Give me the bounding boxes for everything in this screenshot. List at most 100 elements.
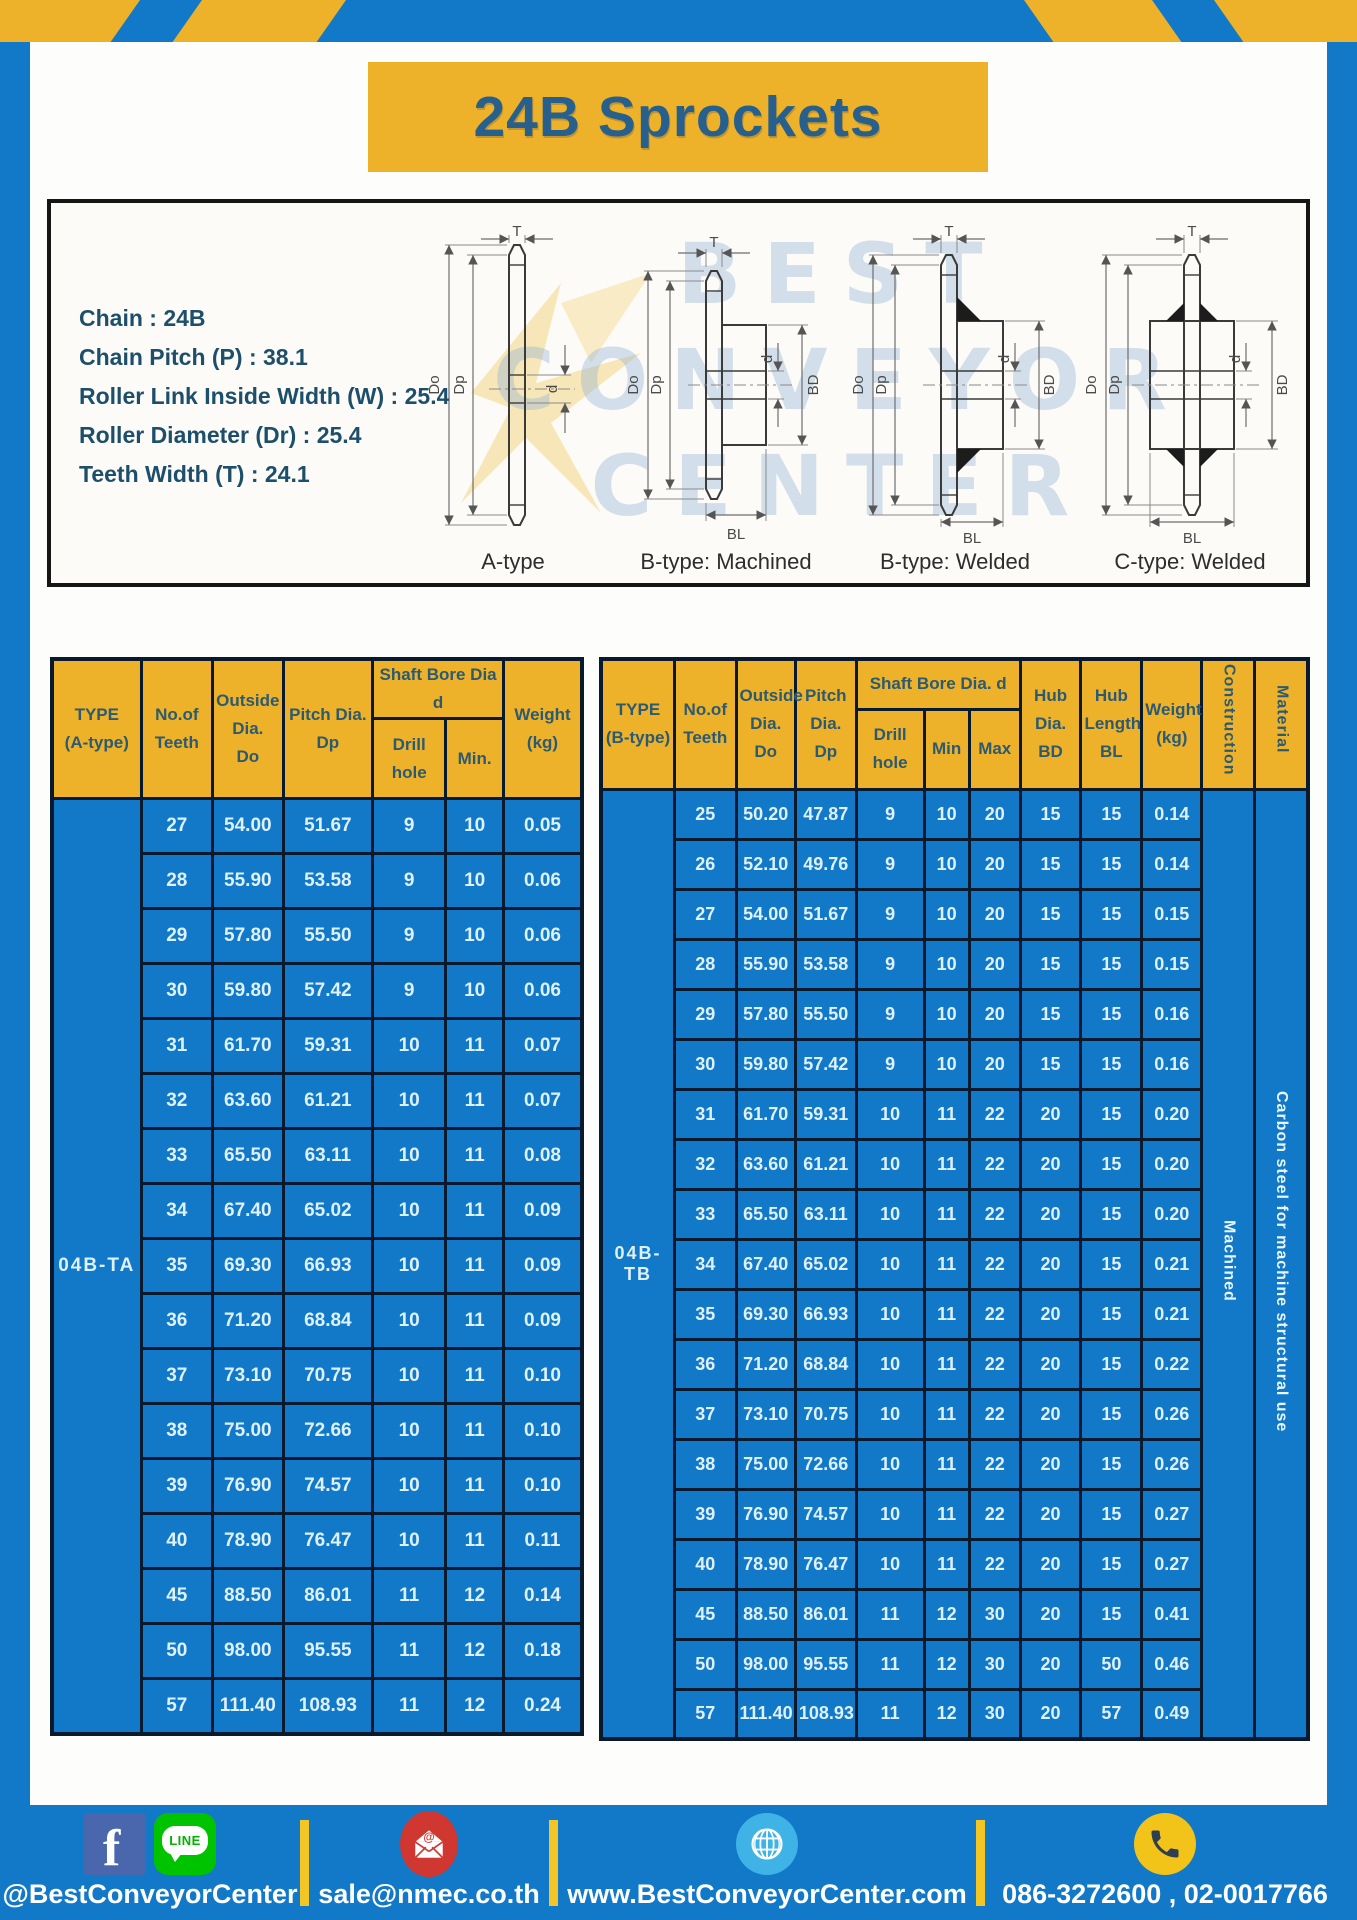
footer-website: www.BestConveyorCenter.com xyxy=(558,1805,976,1920)
dim-label-bd: BD xyxy=(1041,374,1058,395)
dim-label-bl: BL xyxy=(963,530,981,547)
cell: 59.31 xyxy=(793,1087,858,1141)
cell: 32 xyxy=(673,1137,738,1191)
cell: 37 xyxy=(139,1347,215,1406)
cell: 11 xyxy=(444,1402,506,1461)
sprocket-drawing-a: T Do Dp xyxy=(426,225,575,526)
cell: 57 xyxy=(139,1677,215,1736)
cell: 10 xyxy=(854,1437,926,1491)
dim-label-d: d xyxy=(759,355,776,363)
table-row: 37 73.10 70.75 10 11 22 20 15 0.26 xyxy=(601,1387,1308,1441)
table-row: 30 59.80 57.42 9 10 0.06 xyxy=(52,962,584,1021)
cell: 35 xyxy=(139,1237,215,1296)
cell: 57.42 xyxy=(281,962,375,1021)
cell: 9 xyxy=(854,837,926,891)
dim-label-bd: BD xyxy=(805,374,822,395)
cell: 20 xyxy=(1018,1187,1083,1241)
figures-row: T Do Dp xyxy=(423,219,1296,575)
cell: 11 xyxy=(371,1677,448,1736)
cell: 0.14 xyxy=(502,1567,584,1626)
sprocket-drawing-b-machined: T Do Dp xyxy=(626,234,822,543)
cell: 0.15 xyxy=(1140,887,1204,941)
cell: 9 xyxy=(854,887,926,941)
cell: 20 xyxy=(1018,1587,1083,1641)
cell: 20 xyxy=(1018,1387,1083,1441)
cell: 0.20 xyxy=(1140,1187,1204,1241)
footer-bar: f LINE @BestConveyorCenter xyxy=(0,1805,1357,1920)
table-row: 04B-TB 25 50.20 47.87 9 10 20 15 15 0.14 Machined C… xyxy=(599,787,1310,1741)
table-row: 31 61.70 59.31 10 11 22 20 15 0.20 xyxy=(601,1087,1308,1141)
cell: 15 xyxy=(1079,1037,1144,1091)
cell: 15 xyxy=(1018,987,1083,1041)
cell: 73.10 xyxy=(211,1347,285,1406)
cell: 35 xyxy=(673,1287,738,1341)
table-row: 32 63.60 61.21 10 11 22 20 15 0.20 xyxy=(601,1137,1308,1191)
cell: 11 xyxy=(922,1087,971,1141)
cell: 65.02 xyxy=(793,1237,858,1291)
cell: 20 xyxy=(1018,1637,1083,1691)
cell: 0.11 xyxy=(502,1512,584,1571)
table-row: 38 75.00 72.66 10 11 0.10 xyxy=(52,1402,584,1461)
cell: 11 xyxy=(854,1637,926,1691)
table-row: 45 88.50 86.01 11 12 0.14 xyxy=(52,1567,584,1626)
cell: 39 xyxy=(139,1457,215,1516)
cell: 10 xyxy=(854,1537,926,1591)
corner-stripe xyxy=(1024,0,1182,42)
footer-phone: 086-3272600 , 02-0017766 xyxy=(985,1805,1345,1920)
cell: 11 xyxy=(922,1187,971,1241)
cell: 76.47 xyxy=(281,1512,375,1571)
cell: 32 xyxy=(139,1072,215,1131)
column-header-hub-dia: Hub Dia. BD xyxy=(1018,657,1083,791)
cell: 15 xyxy=(1079,1537,1144,1591)
cell: 10 xyxy=(922,837,971,891)
sheet: 24B Sprockets BEST CONVEYOR CENTER Chain… xyxy=(30,42,1327,1805)
cell: 15 xyxy=(1079,887,1144,941)
email-icon: @ xyxy=(400,1811,458,1877)
cell: 10 xyxy=(371,1347,448,1406)
footer-social: f LINE @BestConveyorCenter xyxy=(0,1805,300,1920)
footer-phone-numbers: 086-3272600 , 02-0017766 xyxy=(1002,1879,1328,1909)
cell: 33 xyxy=(673,1187,738,1241)
column-header-outside-dia: Outside Dia. Do xyxy=(734,657,803,791)
cell: 12 xyxy=(444,1622,506,1681)
figure-b-machined: T Do Dp xyxy=(626,225,826,575)
cell: 15 xyxy=(1079,1087,1144,1141)
figure-a-type: T Do Dp xyxy=(423,225,603,575)
cell: 12 xyxy=(922,1637,971,1691)
cell: 11 xyxy=(922,1437,971,1491)
cell: 0.06 xyxy=(502,852,584,911)
cell: 10 xyxy=(444,962,506,1021)
cell: 9 xyxy=(371,962,448,1021)
cell: 76.90 xyxy=(211,1457,285,1516)
column-header-shaft-bore: Shaft Bore Dia. d xyxy=(854,657,1022,711)
table-row: 35 69.30 66.93 10 11 22 20 15 0.21 xyxy=(601,1287,1308,1341)
cell: 15 xyxy=(1079,1587,1144,1641)
footer-social-handle: @BestConveyorCenter xyxy=(2,1879,298,1909)
cell: 10 xyxy=(922,1037,971,1091)
dim-label-d: d xyxy=(996,355,1013,363)
cell: 0.27 xyxy=(1140,1487,1204,1541)
sprocket-table-b: TYPE (B-type) No.of Teeth Outside Dia. D… xyxy=(599,657,1310,1741)
cell: 10 xyxy=(371,1512,448,1571)
cell: 86.01 xyxy=(793,1587,858,1641)
table-row: 40 78.90 76.47 10 11 0.11 xyxy=(52,1512,584,1571)
cell: 10 xyxy=(922,887,971,941)
cell: 11 xyxy=(854,1687,926,1741)
cell: 33 xyxy=(139,1127,215,1186)
cell: 65.50 xyxy=(734,1187,797,1241)
cell: 10 xyxy=(371,1237,448,1296)
cell: 20 xyxy=(1018,1687,1083,1741)
cell: 0.07 xyxy=(502,1017,584,1076)
table-row: 35 69.30 66.93 10 11 0.09 xyxy=(52,1237,584,1296)
cell: 10 xyxy=(444,797,506,856)
cell: 11 xyxy=(922,1337,971,1391)
column-header-type: TYPE (B-type) xyxy=(599,657,677,791)
column-header-material: Material xyxy=(1253,657,1310,791)
cell: 37 xyxy=(673,1387,738,1441)
cell: 45 xyxy=(139,1567,215,1626)
line-icon-label: LINE xyxy=(169,1833,201,1848)
cell: 20 xyxy=(1018,1537,1083,1591)
cell: 22 xyxy=(967,1137,1022,1191)
cell: 34 xyxy=(139,1182,215,1241)
cell: 10 xyxy=(854,1187,926,1241)
